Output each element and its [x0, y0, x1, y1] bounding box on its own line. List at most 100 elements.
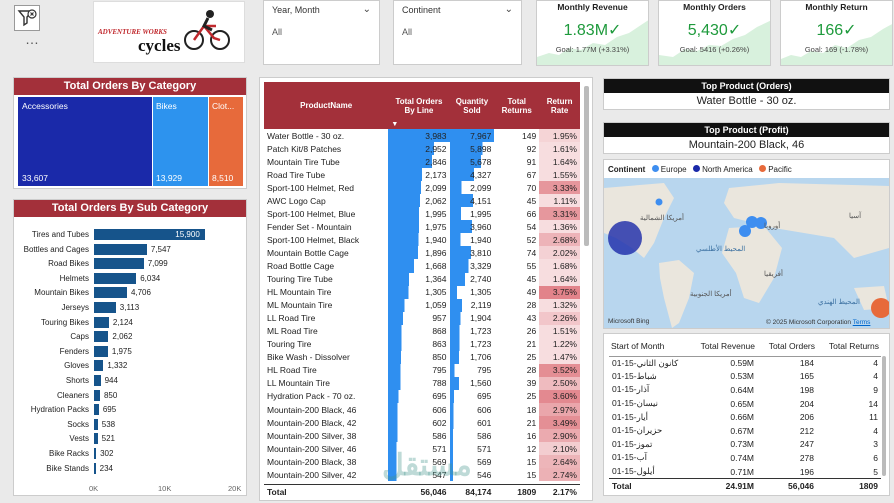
bar[interactable]: [94, 243, 147, 255]
bar-row[interactable]: Hydration Packs 695: [14, 404, 249, 418]
bar-row[interactable]: Vests 521: [14, 433, 249, 447]
bar[interactable]: [94, 331, 109, 343]
bar-row[interactable]: Helmets 6,034: [14, 272, 249, 287]
table-row[interactable]: Mountain-200 Black, 42 602 601 21 3.49%: [264, 416, 580, 430]
bar[interactable]: [94, 287, 127, 299]
table-row[interactable]: تموز-15-01 0.73M 247 3: [609, 438, 881, 452]
table-row[interactable]: ML Road Tire 868 1,723 26 1.51%: [264, 324, 580, 338]
world-map[interactable]: [604, 178, 889, 328]
bar[interactable]: [94, 302, 116, 313]
bar[interactable]: [94, 345, 108, 357]
bar[interactable]: [94, 375, 101, 386]
bar-row[interactable]: Road Bikes 7,099: [14, 258, 249, 272]
bar-row[interactable]: Shorts 944: [14, 375, 249, 389]
table-row[interactable]: أيلول-15-01 0.71M 196 5: [609, 465, 881, 479]
bar-row[interactable]: Mountain Bikes 4,706: [14, 287, 249, 301]
table-row[interactable]: Road Bottle Cage 1,668 3,329 55 1.68%: [264, 259, 580, 273]
bar-row[interactable]: Socks 538: [14, 418, 249, 433]
table-row[interactable]: آب-15-01 0.74M 278 6: [609, 451, 881, 465]
col-total-revenue[interactable]: Total Revenue: [700, 341, 755, 352]
bar[interactable]: [94, 433, 98, 445]
chevron-down-icon[interactable]: ⌄: [504, 4, 513, 15]
col-total-returns[interactable]: Total Returns: [494, 82, 540, 129]
col-return-rate[interactable]: Return Rate: [539, 82, 580, 129]
bar[interactable]: [94, 360, 104, 372]
table-row[interactable]: AWC Logo Cap 2,062 4,151 45 1.11%: [264, 194, 580, 208]
table-row[interactable]: LL Mountain Tire 788 1,560 39 2.50%: [264, 376, 580, 390]
col-quantity-sold[interactable]: Quantity Sold: [449, 82, 495, 129]
bar-row[interactable]: Cleaners 850: [14, 389, 249, 404]
bar[interactable]: [94, 316, 109, 328]
slicer-year-month[interactable]: Year, Month ⌄ All: [263, 0, 380, 65]
bar-row[interactable]: Jerseys 3,113: [14, 302, 249, 316]
col-start-month[interactable]: Start of Month: [611, 341, 665, 352]
table-row[interactable]: Touring Tire Tube 1,364 2,740 45 1.64%: [264, 272, 580, 286]
bar-row[interactable]: Bike Racks 302: [14, 448, 249, 462]
bar-row[interactable]: Tires and Tubes 15,900: [14, 229, 249, 243]
table-row[interactable]: LL Road Tire 957 1,904 43 2.26%: [264, 311, 580, 325]
table-row[interactable]: ML Mountain Tire 1,059 2,119 28 1.32%: [264, 298, 580, 312]
table-row[interactable]: Sport-100 Helmet, Red 2,099 2,099 70 3.33%: [264, 181, 580, 195]
legend-label-pacific[interactable]: Pacific: [768, 165, 792, 174]
treemap-value: 13,929: [156, 173, 182, 183]
table-scrollbar[interactable]: [584, 86, 589, 246]
table-row[interactable]: Road Tire Tube 2,173 4,327 67 1.55%: [264, 168, 580, 182]
slicer-continent[interactable]: Continent ⌄ All: [393, 0, 522, 65]
table-row[interactable]: Mountain-200 Black, 46 606 606 18 2.97%: [264, 402, 580, 417]
table-row[interactable]: Bike Wash - Dissolver 850 1,706 25 1.47%: [264, 350, 580, 364]
table-row[interactable]: Mountain-200 Black, 38 569 569 15 2.64%: [264, 455, 580, 469]
table-row[interactable]: Sport-100 Helmet, Black 1,940 1,940 52 2.68%: [264, 233, 580, 247]
table-row[interactable]: Mountain-200 Silver, 46 571 571 12 2.10%: [264, 442, 580, 456]
more-options-icon[interactable]: …: [25, 31, 39, 47]
bar[interactable]: [94, 418, 98, 430]
cell-total-revenue: 0.59M: [730, 358, 754, 369]
chevron-down-icon[interactable]: ⌄: [362, 4, 371, 15]
col-total-orders[interactable]: Total Orders By Line ▼: [388, 82, 450, 129]
table-row[interactable]: Water Bottle - 30 oz. 3,983 7,967 149 1.95%: [264, 129, 580, 143]
bar-row[interactable]: Gloves 1,332: [14, 360, 249, 374]
table-row[interactable]: Hydration Pack - 70 oz. 695 695 25 3.60%: [264, 389, 580, 403]
kpi-value: 166✓: [816, 22, 857, 39]
month-table-scrollbar[interactable]: [882, 356, 886, 476]
bar[interactable]: [94, 389, 100, 401]
table-row[interactable]: كانون الثاني-15-01 0.59M 184 4: [609, 356, 881, 370]
bar[interactable]: [94, 258, 144, 270]
bar-row[interactable]: Caps 2,062: [14, 331, 249, 345]
treemap-clothing[interactable]: Clot... 8,510: [209, 97, 243, 186]
table-row[interactable]: Patch Kit/8 Patches 2,952 5,898 92 1.61%: [264, 142, 580, 156]
legend-label-north-america[interactable]: North America: [702, 165, 753, 174]
bar[interactable]: [94, 272, 137, 284]
table-row[interactable]: Mountain Bottle Cage 1,896 3,810 74 2.02%: [264, 246, 580, 260]
bar[interactable]: [94, 448, 97, 459]
bar-row[interactable]: Bottles and Cages 7,547: [14, 243, 249, 258]
table-row[interactable]: Mountain-200 Silver, 38 586 586 16 2.90%: [264, 429, 580, 443]
table-row[interactable]: نيسان-15-01 0.65M 204 14: [609, 397, 881, 411]
table-row[interactable]: Fender Set - Mountain 1,975 3,960 54 1.36%: [264, 220, 580, 234]
col-total-orders[interactable]: Total Orders: [768, 341, 815, 352]
bar[interactable]: [94, 462, 96, 474]
table-row[interactable]: Sport-100 Helmet, Blue 1,995 1,995 66 3.31%: [264, 207, 580, 221]
table-row[interactable]: أيار-15-01 0.66M 206 11: [609, 410, 881, 424]
slicer-value[interactable]: All: [402, 27, 413, 37]
bar[interactable]: [94, 229, 206, 240]
table-row[interactable]: HL Mountain Tire 1,305 1,305 49 3.75%: [264, 285, 580, 299]
table-row[interactable]: Touring Tire 863 1,723 21 1.22%: [264, 337, 580, 351]
terms-link[interactable]: Terms: [852, 319, 871, 326]
table-row[interactable]: حزيران-15-01 0.67M 212 4: [609, 424, 881, 438]
col-total-returns[interactable]: Total Returns: [828, 341, 879, 352]
table-row[interactable]: شباط-15-01 0.53M 165 4: [609, 370, 881, 384]
legend-label-europe[interactable]: Europe: [660, 165, 687, 174]
table-row[interactable]: آذار-15-01 0.64M 198 9: [609, 383, 881, 397]
filter-clear-button[interactable]: [14, 5, 40, 31]
treemap-bikes[interactable]: Bikes 13,929: [153, 97, 208, 186]
table-row[interactable]: Mountain-200 Silver, 42 547 546 15 2.74%: [264, 468, 580, 482]
bar-row[interactable]: Touring Bikes 2,124: [14, 316, 249, 331]
col-product-name[interactable]: ProductName: [264, 82, 389, 129]
table-row[interactable]: HL Road Tire 795 795 28 3.52%: [264, 363, 580, 377]
treemap-accessories[interactable]: Accessories 33,607: [18, 97, 152, 186]
bar[interactable]: [94, 404, 99, 416]
slicer-value[interactable]: All: [272, 27, 283, 37]
table-row[interactable]: Mountain Tire Tube 2,846 5,678 91 1.64%: [264, 155, 580, 169]
bar-row[interactable]: Fenders 1,975: [14, 345, 249, 360]
bar-row[interactable]: Bike Stands 234: [14, 462, 249, 477]
